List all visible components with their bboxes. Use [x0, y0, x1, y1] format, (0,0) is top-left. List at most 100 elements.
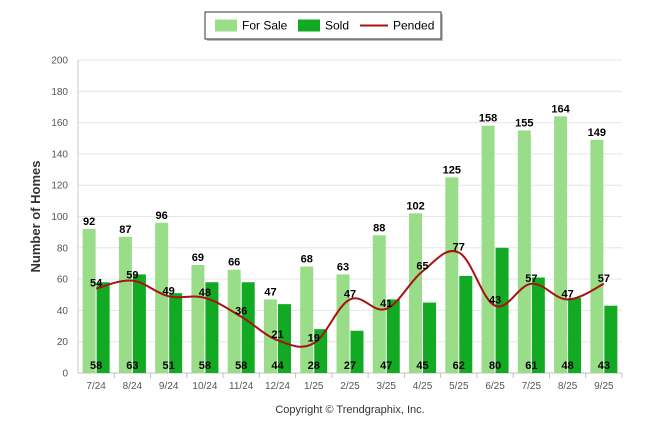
label-pended: 43 [489, 295, 501, 307]
label-sold: 28 [308, 360, 320, 372]
y-tick-label: 160 [51, 118, 68, 129]
label-pended: 57 [525, 273, 537, 285]
label-sold: 58 [199, 360, 211, 372]
label-sold: 63 [126, 360, 138, 372]
label-for-sale: 92 [83, 216, 95, 228]
bar-sold [459, 275, 473, 373]
label-sold: 44 [271, 360, 284, 372]
bar-sold [132, 274, 146, 373]
bar-for-sale [590, 139, 604, 373]
label-for-sale: 102 [406, 200, 424, 212]
x-tick-label: 8/25 [558, 381, 578, 392]
y-tick-label: 120 [51, 181, 68, 192]
label-sold: 27 [344, 360, 356, 372]
label-pended: 19 [308, 332, 320, 344]
bar-sold [568, 297, 582, 373]
bar-sold [96, 282, 110, 373]
x-tick-label: 6/25 [485, 381, 505, 392]
label-for-sale: 155 [515, 117, 533, 129]
label-pended: 57 [598, 273, 610, 285]
label-pended: 77 [453, 241, 465, 253]
bar-sold [241, 282, 255, 373]
y-axis-title: Number of Homes [28, 161, 43, 273]
label-for-sale: 158 [479, 113, 497, 125]
bar-for-sale [336, 274, 350, 373]
label-for-sale: 96 [156, 210, 168, 222]
label-for-sale: 66 [228, 257, 240, 269]
label-for-sale: 88 [373, 222, 385, 234]
label-sold: 51 [163, 360, 175, 372]
y-tick-label: 140 [51, 149, 68, 160]
label-sold: 47 [380, 360, 392, 372]
copyright-text: Copyright © Trendgraphix, Inc. [275, 404, 424, 416]
label-sold: 62 [453, 360, 465, 372]
bar-for-sale [554, 116, 568, 373]
pended-line [95, 250, 605, 348]
bar-for-sale [118, 236, 132, 373]
y-tick-label: 20 [57, 337, 69, 348]
label-pended: 59 [126, 270, 138, 282]
bar-sold [531, 277, 545, 373]
label-pended: 49 [163, 285, 175, 297]
x-tick-label: 2/25 [340, 381, 360, 392]
label-for-sale: 87 [119, 224, 131, 236]
legend-label-for-sale: For Sale [242, 19, 288, 33]
y-tick-label: 100 [51, 212, 68, 223]
y-tick-label: 80 [57, 243, 69, 254]
x-tick-label: 7/24 [86, 381, 106, 392]
x-tick-label: 4/25 [413, 381, 433, 392]
legend-box [204, 11, 442, 40]
legend-label-sold: Sold [325, 19, 349, 33]
bar-sold [495, 247, 509, 373]
label-sold: 58 [90, 360, 102, 372]
x-tick-label: 8/24 [123, 381, 143, 392]
label-sold: 45 [416, 360, 428, 372]
bar-sold [277, 304, 291, 373]
y-tick-label: 0 [62, 369, 68, 380]
y-tick-label: 200 [51, 56, 68, 67]
label-sold: 58 [235, 360, 247, 372]
label-sold: 80 [489, 360, 501, 372]
x-tick-label: 11/24 [229, 381, 254, 392]
bar-for-sale [517, 130, 531, 373]
x-tick-label: 12/24 [265, 381, 290, 392]
label-for-sale: 164 [551, 103, 570, 115]
label-for-sale: 47 [264, 286, 276, 298]
legend-swatch-for-sale [215, 19, 237, 32]
legend-swatch-sold [298, 19, 320, 32]
label-pended: 36 [235, 306, 247, 318]
label-pended: 47 [344, 288, 356, 300]
label-for-sale: 149 [588, 127, 606, 139]
label-pended: 54 [90, 277, 103, 289]
label-pended: 41 [380, 298, 392, 310]
label-pended: 48 [199, 287, 211, 299]
y-tick-label: 180 [51, 87, 68, 98]
label-pended: 47 [561, 288, 573, 300]
x-tick-label: 9/25 [594, 381, 614, 392]
x-tick-label: 1/25 [304, 381, 324, 392]
bar-for-sale [227, 269, 241, 373]
bar-sold [423, 302, 437, 373]
bar-sold [205, 282, 219, 373]
bar-for-sale [191, 265, 205, 373]
label-for-sale: 125 [443, 164, 461, 176]
bar-sold [386, 299, 400, 373]
bar-sold [350, 330, 364, 373]
bar-for-sale [481, 125, 495, 373]
label-for-sale: 63 [337, 261, 349, 273]
bar-for-sale [155, 222, 169, 373]
bar-for-sale [372, 235, 386, 373]
x-tick-label: 9/24 [159, 381, 179, 392]
y-tick-label: 40 [57, 306, 69, 317]
y-tick-label: 60 [57, 275, 69, 286]
label-for-sale: 68 [301, 254, 313, 266]
bar-for-sale [409, 213, 423, 373]
bar-sold [604, 305, 618, 373]
x-tick-label: 3/25 [377, 381, 397, 392]
label-pended: 65 [416, 260, 428, 272]
label-sold: 61 [525, 360, 537, 372]
label-pended: 21 [271, 329, 283, 341]
x-tick-label: 5/25 [449, 381, 469, 392]
